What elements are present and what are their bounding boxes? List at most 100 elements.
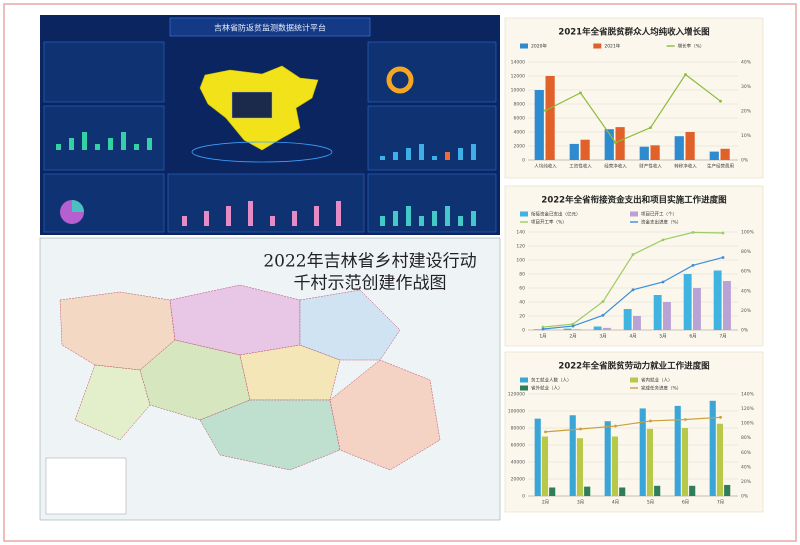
map-title: 2022年吉林省乡村建设行动: [263, 252, 476, 272]
bar: [611, 436, 619, 496]
dashboard-panel: [367, 41, 497, 103]
y-tick-label: 6000: [514, 116, 526, 122]
legend-label: 省内就业（人）: [641, 377, 673, 384]
y-tick-label: 40: [519, 300, 525, 306]
x-tick-label: 1月: [539, 334, 546, 340]
line-point: [601, 313, 605, 317]
bar: [713, 270, 722, 330]
legend-label: 增长率（%）: [678, 43, 705, 50]
info-popup: [231, 91, 273, 119]
legend-label: 2021年: [604, 43, 620, 50]
legend-label: 资金支出进度（%）: [641, 219, 681, 226]
line-point: [719, 415, 722, 419]
legend-label: 项目开工率（%）: [531, 219, 567, 226]
y-tick-label: 10000: [511, 88, 525, 94]
dashboard-bar: [134, 144, 139, 150]
y-tick-label: 14000: [511, 60, 525, 66]
y2-tick-label: 140%: [741, 392, 755, 398]
dashboard-panel: [43, 105, 165, 171]
line-point: [719, 99, 722, 103]
x-tick-label: 6月: [689, 334, 696, 340]
y2-tick-label: 20%: [741, 109, 752, 115]
dashboard-bar: [69, 138, 74, 150]
legend-swatch: [520, 43, 528, 49]
dashboard-bar: [445, 152, 450, 160]
dashboard-bar: [393, 152, 398, 160]
bar: [689, 485, 696, 496]
bar: [604, 129, 614, 160]
line-point: [541, 327, 545, 331]
line-point: [684, 418, 687, 421]
line-series: [545, 416, 721, 433]
y2-tick-label: 20%: [741, 308, 752, 314]
dashboard-bar: [95, 144, 100, 150]
dashboard-bar: [406, 148, 411, 160]
bar: [615, 127, 625, 160]
dashboard-bar: [248, 201, 253, 226]
chart-title: 2021年全省脱贫群众人均纯收入增长图: [558, 27, 709, 38]
legend-swatch: [630, 377, 638, 383]
y2-tick-label: 30%: [741, 84, 752, 90]
y2-tick-label: 60%: [741, 269, 752, 275]
dashboard-bar: [406, 206, 411, 226]
bar: [619, 487, 626, 496]
x-tick-label: 7月: [717, 500, 724, 506]
x-tick-label: 转移净收入: [674, 163, 697, 170]
dashboard-bar: [445, 206, 450, 226]
line-point: [649, 419, 652, 423]
bar: [603, 327, 611, 330]
bar: [683, 274, 692, 330]
y2-tick-label: 80%: [741, 249, 752, 255]
bar: [681, 428, 689, 496]
line-point: [721, 256, 725, 259]
dashboard-bar: [458, 216, 463, 226]
bar: [545, 76, 555, 160]
y-tick-label: 140: [516, 230, 525, 236]
legend-swatch: [630, 211, 638, 217]
bar: [654, 485, 661, 496]
donut-chart: [386, 66, 414, 94]
dashboard-bar: [82, 132, 87, 150]
y-tick-label: 120: [516, 244, 525, 250]
dashboard-bar: [432, 156, 437, 160]
dashboard-panel: [167, 173, 365, 233]
bar: [663, 302, 671, 330]
line-point: [571, 324, 575, 328]
x-tick-label: 工资性收入: [569, 163, 592, 170]
bar: [653, 295, 662, 330]
bar: [674, 405, 681, 496]
line-point: [661, 280, 665, 284]
y-tick-label: 40000: [511, 460, 525, 466]
bar: [709, 400, 716, 496]
line-point: [631, 288, 635, 292]
x-tick-label: 7月: [719, 334, 726, 340]
line-point: [649, 126, 652, 130]
dashboard-bar: [56, 144, 61, 150]
y2-tick-label: 60%: [741, 450, 752, 456]
dashboard-bar: [292, 211, 297, 226]
y-tick-label: 4000: [514, 130, 526, 136]
legend-label: 衔接资金已支出（亿元）: [531, 211, 581, 218]
dashboard-bar: [471, 211, 476, 226]
bar: [533, 329, 542, 330]
line-point: [579, 91, 582, 95]
x-tick-label: 4月: [612, 500, 619, 506]
bar: [650, 145, 660, 160]
y2-tick-label: 40%: [741, 464, 752, 470]
bar: [646, 428, 654, 496]
bar: [576, 438, 584, 496]
y-tick-label: 80: [519, 272, 525, 278]
y-tick-label: 100000: [508, 409, 525, 415]
bar: [685, 132, 695, 160]
chart-title: 2022年全省脱贫劳动力就业工作进度图: [558, 361, 709, 372]
dashboard-bar: [393, 211, 398, 226]
dashboard-bar: [121, 132, 126, 150]
bar: [639, 408, 646, 496]
bar: [580, 139, 590, 160]
legend-label: 务工就业人数（人）: [531, 377, 572, 384]
bar: [534, 418, 541, 496]
pie-slice: [72, 200, 84, 212]
dashboard-bar: [147, 138, 152, 150]
line-point: [601, 300, 605, 303]
